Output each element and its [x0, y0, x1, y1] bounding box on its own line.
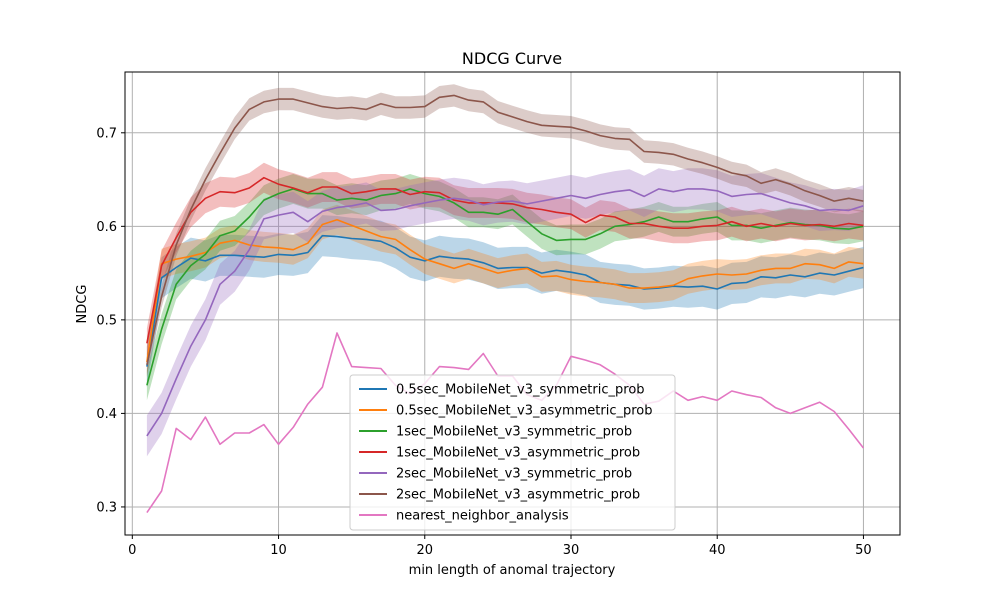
line-series-6 [146, 94, 864, 365]
y-tick-label: 0.4 [96, 407, 117, 422]
band-series-3 [146, 174, 864, 401]
x-tick-label: 20 [416, 543, 433, 558]
x-tick-label: 0 [128, 543, 136, 558]
legend-label: nearest_neighbor_analysis [396, 509, 569, 524]
band-series-5 [146, 168, 864, 457]
line-series-5 [146, 188, 864, 437]
legend-label: 0.5sec_MobileNet_v3_symmetric_prob [396, 383, 645, 398]
x-tick-label: 40 [709, 543, 726, 558]
legend-label: 2sec_MobileNet_v3_asymmetric_prob [396, 488, 640, 503]
y-axis-label: NDCG [75, 285, 90, 324]
x-tick-label: 30 [563, 543, 580, 558]
y-tick-label: 0.6 [96, 220, 117, 235]
line-series-2 [146, 219, 864, 363]
legend-label: 1sec_MobileNet_v3_asymmetric_prob [396, 446, 640, 461]
x-tick-label: 10 [270, 543, 287, 558]
axis-ticks: 0 10 20 30 40 50 0.3 0.4 0.5 0.6 0.7 [96, 126, 871, 558]
chart-title: NDCG Curve [462, 49, 562, 68]
legend-label: 1sec_MobileNet_v3_symmetric_prob [396, 425, 632, 440]
y-tick-label: 0.3 [96, 500, 117, 515]
y-tick-label: 0.5 [96, 313, 117, 328]
legend-label: 0.5sec_MobileNet_v3_asymmetric_prob [396, 404, 653, 419]
x-axis-label: min length of anomal trajectory [409, 563, 616, 578]
y-tick-label: 0.7 [96, 126, 117, 141]
line-series-4 [146, 176, 864, 344]
legend-label: 2sec_MobileNet_v3_symmetric_prob [396, 467, 632, 482]
line-series-1 [146, 234, 864, 367]
legend: 0.5sec_MobileNet_v3_symmetric_prob 0.5sec… [349, 374, 676, 531]
x-tick-label: 50 [855, 543, 872, 558]
legend-box [349, 374, 676, 531]
plot-frame [124, 71, 901, 536]
band-series-1 [146, 215, 864, 388]
